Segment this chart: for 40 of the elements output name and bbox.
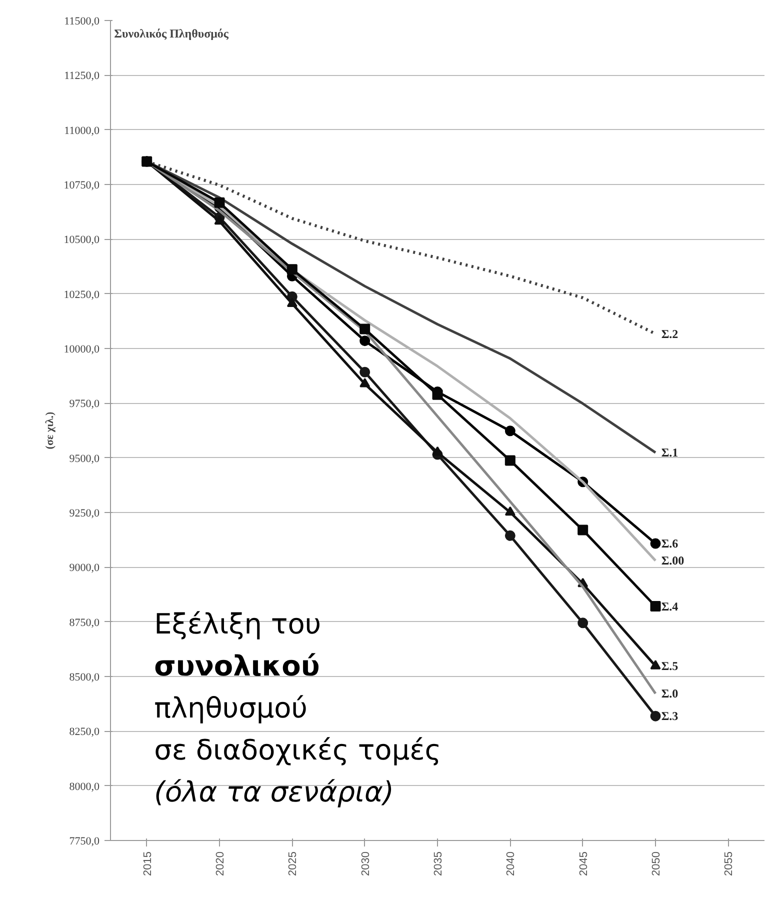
annotation: συνολικού	[154, 650, 320, 682]
series-label: Σ.5	[661, 659, 678, 674]
y-tick-label: 8250,0	[69, 726, 100, 738]
y-tick-label: 10500,0	[64, 234, 100, 246]
series-label: Σ.4	[661, 599, 678, 614]
y-axis-title: (σε χιλ.)	[44, 411, 56, 450]
x-tick-label: 2035	[432, 851, 444, 876]
y-tick-label: 9250,0	[69, 508, 100, 520]
x-tick-label: 2030	[360, 851, 372, 876]
y-tick-label: 8750,0	[69, 616, 100, 629]
x-tick-label: 2050	[650, 851, 662, 876]
y-tick-label: 9000,0	[69, 562, 100, 574]
x-tick-label: 2045	[578, 851, 590, 876]
y-tick-label: 9500,0	[69, 452, 100, 465]
x-tick-label: 2055	[723, 851, 736, 876]
series-label: Σ.1	[661, 446, 678, 460]
y-tick-label: 10750,0	[64, 180, 100, 192]
y-tick-label: 10250,0	[64, 288, 100, 301]
y-tick-label: 11500,0	[64, 16, 100, 28]
x-tick-label: 2025	[287, 851, 300, 876]
text: Συνολικός Πληθυσμός	[114, 26, 230, 40]
annotation: Εξέλιξη του	[154, 608, 322, 640]
series-label: Σ.3	[661, 709, 678, 724]
annotation: πληθυσμού	[154, 692, 308, 724]
y-tick-label: 9750,0	[69, 398, 100, 410]
annotation: σε διαδοχικές τομές	[154, 734, 442, 766]
y-tick-label: 8500,0	[69, 672, 100, 684]
series-label: Σ.6	[661, 536, 678, 551]
series-label: Σ.0	[661, 686, 678, 701]
y-tick-label: 11250,0	[64, 70, 100, 82]
x-tick-label: 2015	[142, 851, 154, 876]
y-tick-label: 7750,0	[69, 836, 100, 848]
x-tick-label: 2040	[505, 851, 518, 876]
annotation: (όλα τα σενάρια)	[154, 776, 394, 808]
y-tick-label: 11000,0	[64, 124, 100, 137]
y-tick-label: 10000,0	[64, 344, 100, 356]
x-tick-label: 2020	[214, 851, 226, 876]
series-label: Σ.2	[661, 326, 678, 341]
series-label: Σ.00	[661, 554, 684, 568]
y-tick-label: 8000,0	[69, 780, 100, 793]
